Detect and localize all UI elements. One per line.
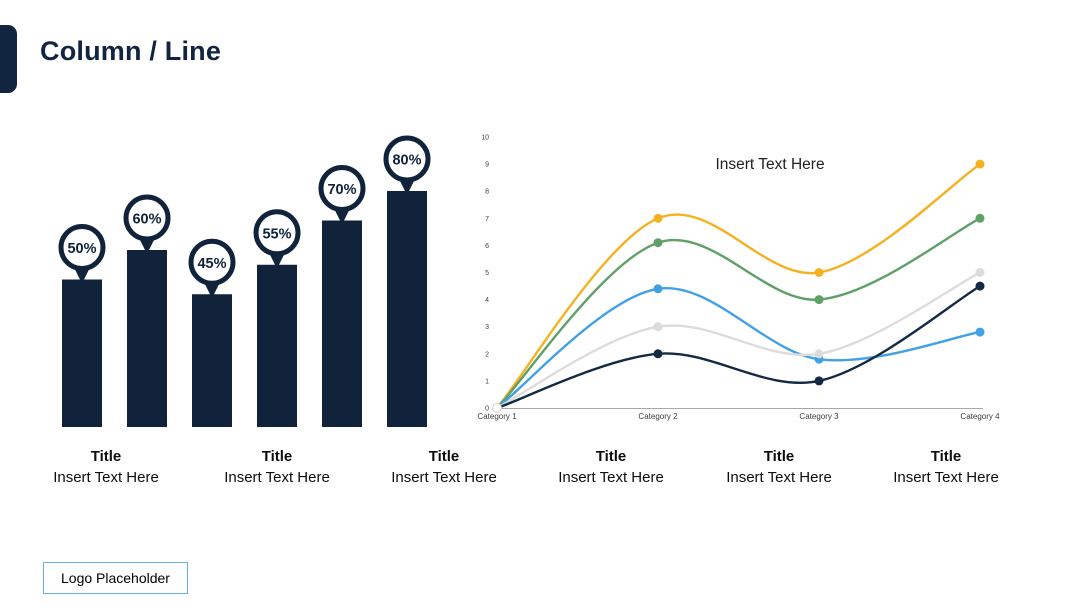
line-chart-title[interactable]: Insert Text Here <box>715 156 824 173</box>
data-point-yellow <box>814 268 824 277</box>
pin-balloon-icon <box>188 238 236 286</box>
data-point-navy <box>653 349 663 359</box>
pin-balloon-icon <box>253 209 301 257</box>
y-axis-tick-label: 5 <box>485 270 489 277</box>
column-chart-canvas: 50% 60% 45% 55% 70% 80% <box>58 135 431 427</box>
caption-group[interactable]: Title Insert Text Here <box>192 446 362 488</box>
y-axis-tick-label: 10 <box>481 135 489 142</box>
y-axis-tick-label: 4 <box>485 297 489 304</box>
caption-text: Insert Text Here <box>726 469 832 486</box>
line-series-green <box>495 217 982 410</box>
caption-group[interactable]: Title Insert Text Here <box>359 446 529 488</box>
bar-value-label: 80% <box>392 153 421 169</box>
y-axis-tick-label: 0 <box>485 406 489 413</box>
data-point-green <box>653 238 663 248</box>
data-point-navy <box>975 281 985 291</box>
bar-value-label: 45% <box>197 256 226 272</box>
caption-text: Insert Text Here <box>893 469 999 486</box>
y-axis-tick-label: 3 <box>485 324 489 331</box>
caption-title: Title <box>595 448 627 465</box>
caption-group[interactable]: Title Insert Text Here <box>526 446 696 488</box>
caption-text: Insert Text Here <box>53 469 159 486</box>
line-chart[interactable]: 0 1 2 3 4 5 6 7 8 9 10 Category 1 Category 2 Category… <box>470 125 1060 427</box>
data-point-green <box>814 295 824 305</box>
bar-value-label: 55% <box>262 226 291 242</box>
y-axis-tick-label: 6 <box>485 243 489 250</box>
caption-group[interactable]: Title Insert Text Here <box>694 446 864 488</box>
pin-balloon-icon <box>123 194 171 242</box>
y-axis-tick-label: 9 <box>485 162 489 169</box>
x-axis-category-label: Category 4 <box>960 412 1000 421</box>
bar <box>322 220 362 427</box>
bar <box>192 294 232 427</box>
data-point-blue <box>975 327 985 337</box>
bar-value-label: 70% <box>327 182 356 198</box>
y-axis-tick-label: 1 <box>485 378 489 385</box>
line-series-blue <box>495 286 982 410</box>
line-chart-canvas: 0 1 2 3 4 5 6 7 8 9 10 Category 1 Category 2 Category… <box>477 135 1000 422</box>
data-point-gray <box>814 349 824 359</box>
x-axis-category-label: Category 2 <box>638 412 678 421</box>
logo-placeholder[interactable]: Logo Placeholder <box>43 562 188 594</box>
line-series-gray <box>495 271 982 410</box>
caption-title: Title <box>90 448 122 465</box>
y-axis-tick-label: 2 <box>485 351 489 358</box>
caption-group[interactable]: Title Insert Text Here <box>21 446 191 488</box>
caption-title: Title <box>930 448 962 465</box>
line-series-yellow <box>495 162 982 410</box>
data-point-origin <box>492 403 502 413</box>
data-point-green <box>975 213 985 223</box>
caption-title: Title <box>428 448 460 465</box>
data-point-yellow <box>653 213 663 223</box>
y-axis-tick-label: 8 <box>485 189 489 196</box>
data-point-blue <box>653 284 663 294</box>
bar <box>62 279 102 427</box>
x-axis-category-label: Category 1 <box>477 412 517 421</box>
bar <box>387 191 427 427</box>
pin-balloon-icon <box>318 165 366 212</box>
pin-balloon-icon <box>383 135 431 183</box>
x-axis-category-label: Category 3 <box>799 412 839 421</box>
data-point-yellow <box>975 159 985 169</box>
bar <box>127 250 167 427</box>
line-series-navy <box>495 284 982 410</box>
bar <box>257 264 297 427</box>
caption-group[interactable]: Title Insert Text Here <box>861 446 1031 488</box>
data-point-gray <box>653 322 663 332</box>
page-title: Column / Line <box>40 36 222 66</box>
bar-value-label: 50% <box>67 241 96 257</box>
caption-text: Insert Text Here <box>391 469 497 486</box>
caption-text: Insert Text Here <box>224 469 330 486</box>
caption-title: Title <box>261 448 293 465</box>
pin-balloon-icon <box>58 224 106 271</box>
caption-text: Insert Text Here <box>558 469 664 486</box>
column-chart[interactable]: 50% 60% 45% 55% 70% 80% <box>30 115 470 433</box>
bar-value-label: 60% <box>132 212 161 228</box>
y-axis-tick-label: 7 <box>485 216 489 223</box>
data-point-navy <box>814 376 824 386</box>
caption-title: Title <box>763 448 795 465</box>
data-point-gray <box>975 268 985 277</box>
accent-tab <box>0 25 17 93</box>
logo-placeholder-label: Logo Placeholder <box>61 570 170 586</box>
